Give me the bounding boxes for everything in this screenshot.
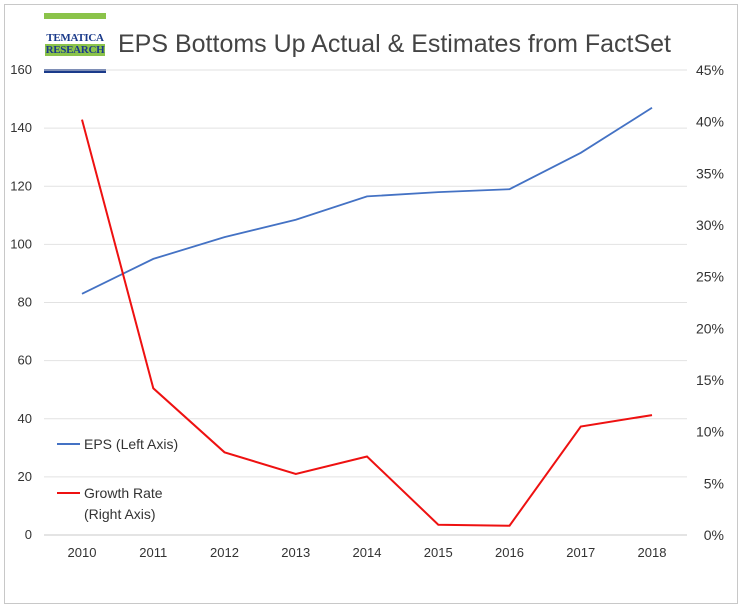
legend-growth-rate-label-line2: (Right Axis) bbox=[84, 506, 156, 522]
right-axis-tick-label: 5% bbox=[704, 475, 724, 491]
left-axis-tick-label: 120 bbox=[10, 178, 32, 193]
right-axis-tick-label: 40% bbox=[696, 114, 724, 130]
left-axis-tick-label: 160 bbox=[10, 62, 32, 77]
right-axis-tick-label: 25% bbox=[696, 269, 724, 285]
chart-title: EPS Bottoms Up Actual & Estimates from F… bbox=[118, 30, 671, 58]
left-axis-tick-label: 100 bbox=[10, 236, 32, 251]
x-axis-tick-label: 2017 bbox=[566, 545, 595, 560]
growth-rate-series-line bbox=[81, 119, 653, 527]
right-axis-tick-label: 10% bbox=[696, 424, 724, 440]
x-axis-tick-label: 2015 bbox=[424, 545, 453, 560]
chart-frame bbox=[4, 4, 738, 604]
x-axis-tick-label: 2018 bbox=[638, 545, 667, 560]
logo-line-1: TEMATICA bbox=[46, 32, 104, 44]
left-axis-tick-label: 140 bbox=[10, 120, 32, 135]
right-axis-tick-label: 30% bbox=[696, 217, 724, 233]
logo-line-2: RESEARCH bbox=[44, 44, 106, 56]
x-axis-tick-label: 2011 bbox=[139, 545, 167, 560]
left-axis-tick-label: 0 bbox=[25, 527, 32, 542]
x-axis-tick-label: 2012 bbox=[210, 545, 239, 560]
x-axis-tick-label: 2010 bbox=[68, 545, 97, 560]
right-axis-tick-label: 15% bbox=[696, 372, 724, 388]
right-axis-tick-label: 20% bbox=[696, 320, 724, 336]
tematica-logo: TEMATICA RESEARCH bbox=[44, 13, 106, 73]
left-axis-tick-label: 80 bbox=[18, 295, 32, 310]
right-axis-tick-label: 45% bbox=[696, 62, 724, 78]
x-axis-tick-label: 2013 bbox=[281, 545, 310, 560]
right-axis-tick-label: 0% bbox=[704, 527, 724, 543]
x-axis-tick-label: 2014 bbox=[353, 545, 382, 560]
x-axis-tick-label: 2016 bbox=[495, 545, 524, 560]
eps-series-line bbox=[81, 107, 653, 295]
left-axis-tick-label: 20 bbox=[18, 469, 32, 484]
legend-eps-label: EPS (Left Axis) bbox=[84, 436, 178, 452]
right-axis-tick-label: 35% bbox=[696, 165, 724, 181]
left-axis-tick-label: 60 bbox=[18, 353, 32, 368]
legend-growth-rate-label-line1: Growth Rate bbox=[84, 485, 163, 501]
left-axis-tick-label: 40 bbox=[18, 411, 32, 426]
